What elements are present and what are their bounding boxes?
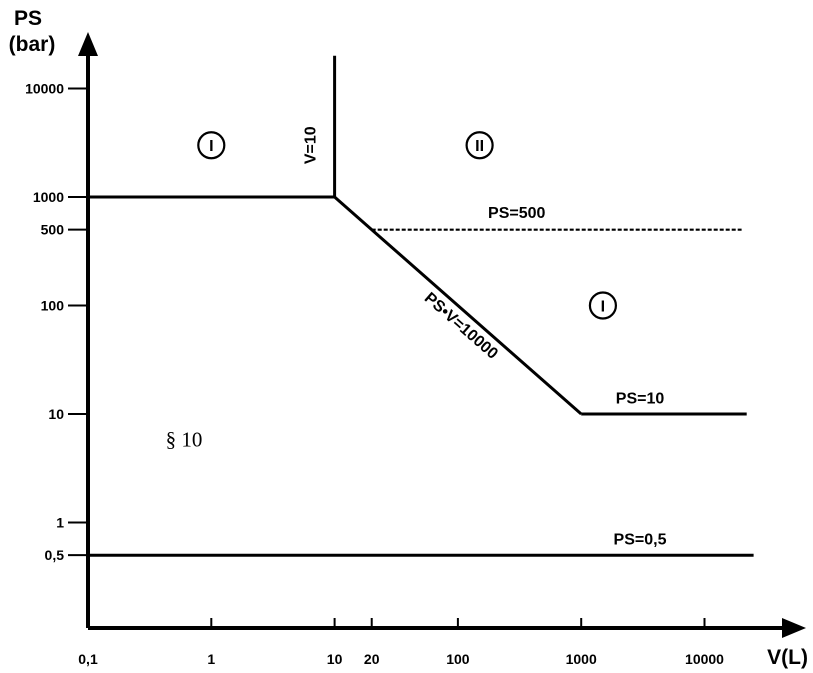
axes: PS (bar) V(L) [9, 7, 808, 669]
label-ps-500: PS=500 [488, 205, 545, 222]
y-tick-label-1: 1 [56, 515, 64, 531]
x-axis-title: V(L) [767, 646, 808, 669]
label-ps-05: PS=0,5 [614, 531, 667, 548]
x-tick-label-100: 100 [446, 651, 470, 667]
label-psv-10000: PS•V=10000 [421, 290, 501, 363]
note-section-10: § 10 [166, 428, 203, 452]
region-cat-2-circle [465, 131, 494, 160]
region-cat-1-left: I [209, 138, 213, 155]
label-v-10: V=10 [303, 126, 320, 164]
series [88, 55, 754, 557]
region-cat-1-right: I [601, 299, 605, 316]
region-cat-1-left-circle [197, 131, 226, 160]
y-axis-title: PS [14, 7, 42, 30]
x-tick-label-1000: 1000 [566, 651, 597, 667]
y-tick-label-10: 10 [48, 406, 64, 422]
y-axis-unit: (bar) [9, 33, 56, 56]
y-axis-arrow [78, 32, 98, 56]
x-tick-label-20: 20 [364, 651, 380, 667]
y-tick-label-100: 100 [41, 298, 65, 314]
y-tick-label-0-5: 0,5 [45, 547, 65, 563]
y-tick-label-1000: 1000 [33, 189, 64, 205]
boundary-psv-10000 [333, 195, 583, 416]
region-cat-1-right-circle [588, 291, 618, 320]
ticks: 0,1 1 10 20 100 1000 10000 10000 1000 500 100 10 1 0,… [25, 81, 724, 668]
x-tick-label-10000: 10000 [685, 651, 724, 667]
x-tick-label-10: 10 [327, 651, 343, 667]
y-tick-label-10000: 10000 [25, 81, 64, 97]
y-tick-label-500: 500 [41, 222, 65, 238]
label-ps-10: PS=10 [616, 390, 665, 407]
region-cat-2: II [475, 138, 484, 155]
x-tick-label-1: 1 [207, 651, 215, 667]
x-tick-label-0-1: 0,1 [78, 651, 98, 667]
x-axis-arrow [782, 618, 806, 638]
